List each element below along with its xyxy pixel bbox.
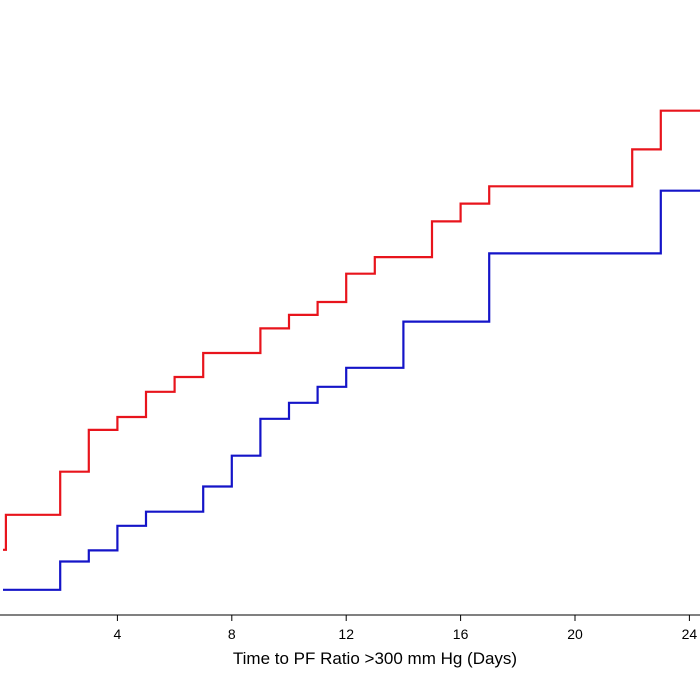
series-line-1: [3, 109, 700, 551]
x-tick-label: 24: [682, 626, 698, 642]
x-tick-label: 20: [567, 626, 583, 642]
x-tick-label: 16: [453, 626, 469, 642]
x-tick-label: 8: [228, 626, 236, 642]
x-tick-label: 12: [338, 626, 354, 642]
x-axis-title: Time to PF Ratio >300 mm Hg (Days): [233, 649, 517, 668]
series-lines: [3, 109, 700, 591]
series-line-2: [3, 189, 700, 591]
x-tick-label: 4: [114, 626, 122, 642]
x-axis-ticks: 4 8 12 16 20 24: [114, 615, 698, 642]
